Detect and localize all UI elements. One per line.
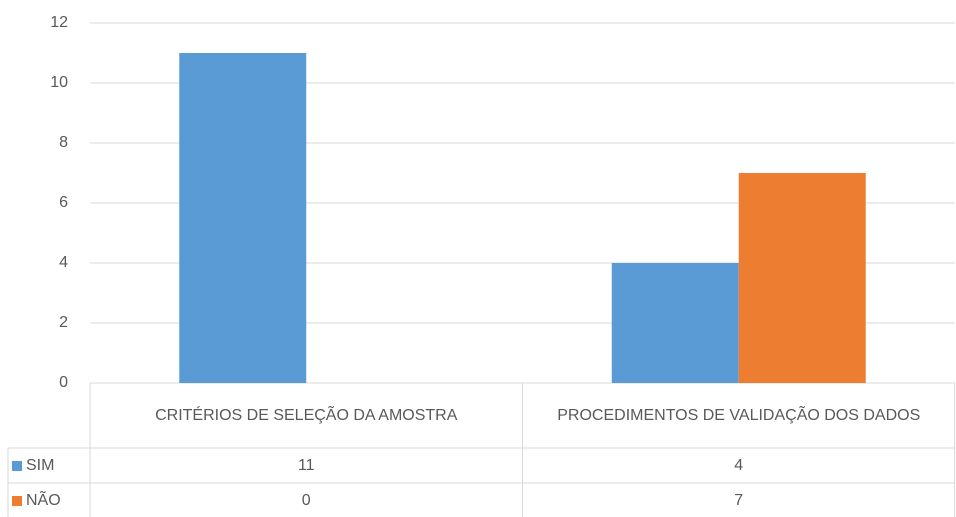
y-tick-label: 8	[59, 134, 68, 151]
data-table-value: 0	[90, 483, 523, 517]
data-table-value-text: 7	[734, 492, 744, 509]
data-table-value: 4	[523, 448, 956, 483]
data-table-value-text: 4	[734, 457, 744, 474]
category-label-text: PROCEDIMENTOS DE VALIDAÇÃO DOS DADOS	[557, 407, 921, 424]
legend-key	[12, 460, 22, 471]
data-table-value-text: 11	[297, 457, 315, 474]
y-tick-label: 12	[50, 14, 68, 31]
category-label: CRITÉRIOS DE SELEÇÃO DA AMOSTRA	[90, 383, 523, 448]
data-table-value: 11	[90, 448, 523, 483]
category-label: PROCEDIMENTOS DE VALIDAÇÃO DOS DADOS	[523, 383, 956, 448]
y-tick-label: 2	[59, 314, 68, 331]
legend-label: SIM	[8, 448, 90, 483]
bar	[738, 173, 866, 383]
bar	[179, 53, 307, 383]
legend-label-text: SIM	[26, 457, 55, 474]
legend-label-text: NÃO	[26, 492, 61, 509]
data-table-value-text: 0	[301, 492, 311, 509]
legend-label: NÃO	[8, 483, 90, 517]
y-tick-label: 10	[50, 74, 68, 91]
category-label-text: CRITÉRIOS DE SELEÇÃO DA AMOSTRA	[155, 407, 458, 424]
y-tick-label: 0	[59, 374, 68, 391]
bar	[611, 263, 739, 383]
y-tick-label: 6	[59, 194, 68, 211]
y-tick-label: 4	[59, 254, 68, 271]
data-table-value: 7	[523, 483, 956, 517]
legend-key	[12, 495, 22, 506]
